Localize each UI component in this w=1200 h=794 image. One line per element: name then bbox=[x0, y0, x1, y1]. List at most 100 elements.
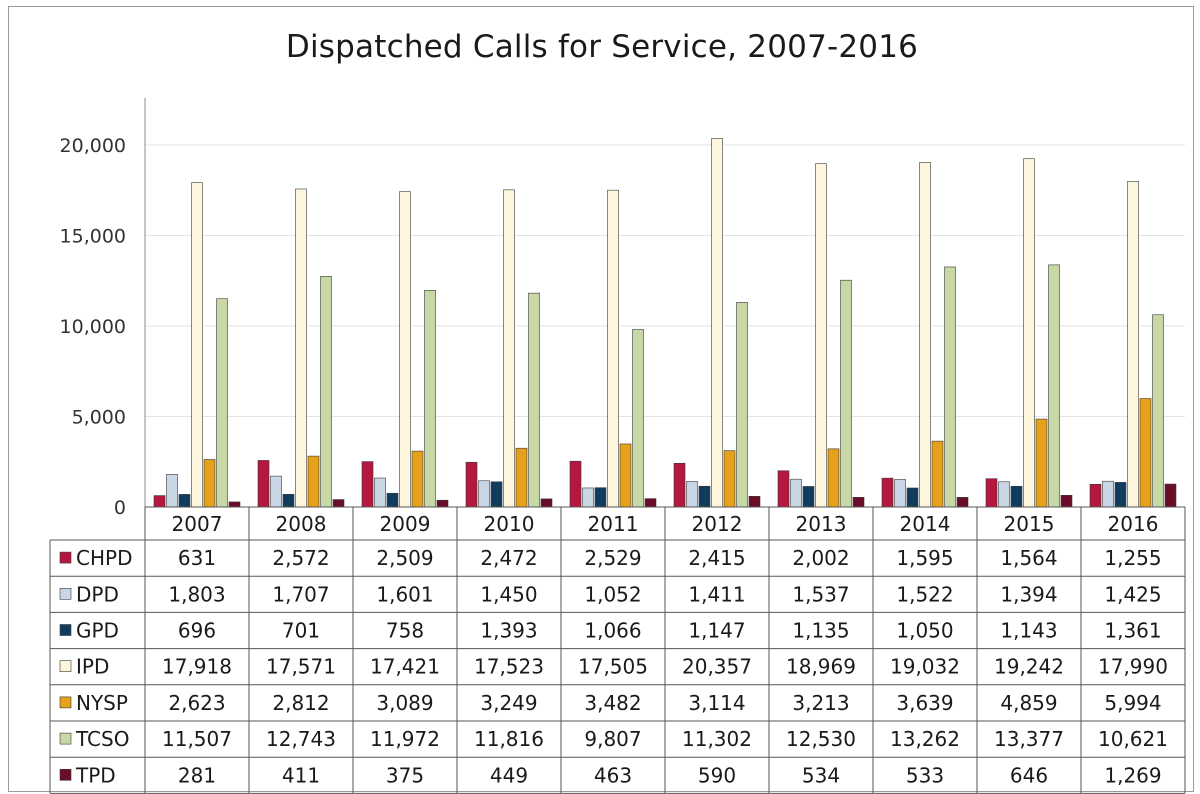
table-cell: 20,357 bbox=[682, 655, 752, 679]
bar-ipd bbox=[607, 189, 619, 508]
table-cell: 1,135 bbox=[792, 619, 849, 643]
table-cell: 3,114 bbox=[688, 691, 745, 715]
table-cell: 463 bbox=[594, 763, 632, 787]
bar-tcso bbox=[528, 292, 540, 508]
legend-label-nysp: NYSP bbox=[76, 691, 128, 715]
bar-dpd bbox=[998, 481, 1010, 508]
bar-nysp bbox=[931, 440, 944, 508]
table-cell: 18,969 bbox=[786, 655, 856, 679]
table-cell: 1,595 bbox=[896, 546, 953, 570]
table-cell: 17,990 bbox=[1098, 655, 1168, 679]
table-cell: 17,918 bbox=[162, 655, 232, 679]
bar-dpd bbox=[166, 474, 178, 508]
bar-tpd bbox=[436, 499, 449, 508]
bar-chpd bbox=[985, 478, 998, 508]
legend-swatch-gpd bbox=[59, 624, 72, 636]
table-cell: 5,994 bbox=[1104, 691, 1161, 715]
bar-tpd bbox=[852, 497, 865, 508]
bar-ipd bbox=[711, 138, 723, 508]
legend-label-chpd: CHPD bbox=[76, 546, 132, 570]
bar-ipd bbox=[815, 163, 827, 508]
bar-nysp bbox=[1035, 418, 1048, 508]
table-cell: 2,812 bbox=[272, 691, 329, 715]
table-cell: 1,255 bbox=[1104, 546, 1161, 570]
bar-ipd bbox=[191, 182, 203, 508]
bar-tpd bbox=[956, 497, 969, 508]
legend-label-tcso: TCSO bbox=[75, 727, 129, 751]
table-cell: 1,601 bbox=[376, 582, 433, 606]
table-cell: 1,052 bbox=[584, 582, 641, 606]
table-cell: 3,482 bbox=[584, 691, 641, 715]
legend-label-dpd: DPD bbox=[76, 582, 119, 606]
legend-swatch-chpd bbox=[59, 551, 72, 564]
data-table: 2007 2008 2009 2010 2011 2012 2013 2014 2015 2016… bbox=[49, 506, 1186, 794]
bar-gpd bbox=[386, 492, 399, 508]
table-cell: 1,143 bbox=[1000, 619, 1057, 643]
bars-group bbox=[153, 138, 1177, 508]
table-cell: 10,621 bbox=[1098, 727, 1168, 751]
bar-tcso bbox=[736, 302, 748, 508]
table-cell: 17,523 bbox=[474, 655, 544, 679]
table-cell: 1,066 bbox=[584, 619, 641, 643]
bar-gpd bbox=[1114, 482, 1127, 508]
table-cell: 375 bbox=[386, 763, 424, 787]
chart-frame: Dispatched Calls for Service, 2007-2016 bbox=[8, 6, 1194, 792]
bar-chpd bbox=[465, 461, 478, 508]
table-cell: 1,537 bbox=[792, 582, 849, 606]
table-cell: 1,393 bbox=[480, 619, 537, 643]
bar-nysp bbox=[827, 448, 840, 508]
bar-chpd bbox=[777, 470, 790, 508]
x-tick-label: 2013 bbox=[796, 512, 847, 536]
table-cell: 1,425 bbox=[1104, 582, 1161, 606]
bar-ipd bbox=[919, 162, 931, 508]
table-cell: 2,415 bbox=[688, 546, 745, 570]
legend-swatch-nysp bbox=[59, 696, 72, 709]
x-tick-label: 2016 bbox=[1108, 512, 1159, 536]
table-cell: 9,807 bbox=[584, 727, 641, 751]
table-cell: 646 bbox=[1010, 763, 1048, 787]
table-cell: 11,816 bbox=[474, 727, 544, 751]
bar-tcso bbox=[424, 290, 436, 508]
bar-gpd bbox=[490, 481, 503, 508]
table-cell: 12,743 bbox=[266, 727, 336, 751]
bar-tpd bbox=[1164, 483, 1177, 508]
bar-nysp bbox=[307, 455, 320, 508]
table-cell: 11,507 bbox=[162, 727, 232, 751]
x-tick-label: 2011 bbox=[588, 512, 639, 536]
bar-dpd bbox=[686, 481, 698, 508]
table-cell: 449 bbox=[490, 763, 528, 787]
table-cell: 1,394 bbox=[1000, 582, 1057, 606]
x-tick-label: 2012 bbox=[692, 512, 743, 536]
y-axis-ticks: 0 5,000 10,000 15,000 20,000 bbox=[60, 135, 126, 519]
bar-chpd bbox=[361, 461, 374, 508]
x-tick-label: 2015 bbox=[1004, 512, 1055, 536]
table-cell: 3,639 bbox=[896, 691, 953, 715]
bar-dpd bbox=[478, 480, 490, 508]
table-cell: 3,213 bbox=[792, 691, 849, 715]
x-tick-label: 2010 bbox=[484, 512, 535, 536]
table-cell: 2,623 bbox=[168, 691, 225, 715]
table-cell: 1,450 bbox=[480, 582, 537, 606]
bar-tcso bbox=[1152, 314, 1164, 508]
table-cell: 11,972 bbox=[370, 727, 440, 751]
bar-dpd bbox=[270, 475, 282, 508]
bar-nysp bbox=[723, 450, 736, 508]
bar-chpd bbox=[153, 495, 166, 508]
table-cell: 411 bbox=[282, 763, 320, 787]
legend-swatch-tpd bbox=[59, 768, 72, 781]
table-cell: 19,032 bbox=[890, 655, 960, 679]
bar-nysp bbox=[203, 459, 216, 508]
bar-gpd bbox=[282, 494, 295, 508]
bar-gpd bbox=[698, 485, 711, 508]
table-cell: 2,572 bbox=[272, 546, 329, 570]
x-tick-label: 2007 bbox=[172, 512, 223, 536]
table-cell: 1,411 bbox=[688, 582, 745, 606]
table-cell: 2,002 bbox=[792, 546, 849, 570]
bar-dpd bbox=[894, 479, 906, 508]
bar-dpd bbox=[374, 477, 386, 508]
bar-tpd bbox=[748, 496, 761, 508]
table-cell: 1,707 bbox=[272, 582, 329, 606]
y-tick-label: 5,000 bbox=[72, 407, 126, 429]
table-cell: 533 bbox=[906, 763, 944, 787]
